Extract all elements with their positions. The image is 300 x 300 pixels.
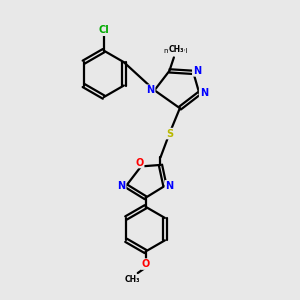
Text: N: N — [193, 66, 201, 76]
Text: S: S — [166, 129, 173, 139]
Text: O: O — [141, 259, 150, 269]
Text: CH₃: CH₃ — [125, 275, 140, 284]
Text: N: N — [200, 88, 208, 98]
Text: N: N — [118, 181, 126, 191]
Text: methyl: methyl — [163, 48, 188, 54]
Text: N: N — [165, 181, 173, 191]
Text: N: N — [146, 85, 155, 95]
Text: CH₃: CH₃ — [169, 45, 184, 54]
Text: O: O — [135, 158, 144, 167]
Text: methyl: methyl — [173, 49, 178, 51]
Text: Cl: Cl — [98, 25, 109, 35]
